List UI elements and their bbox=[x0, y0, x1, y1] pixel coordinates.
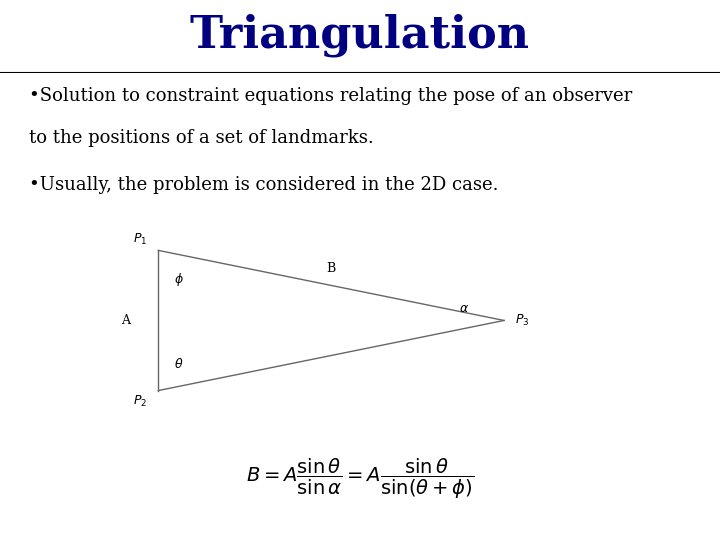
Text: Triangulation: Triangulation bbox=[190, 14, 530, 57]
Text: A: A bbox=[122, 314, 130, 327]
Text: to the positions of a set of landmarks.: to the positions of a set of landmarks. bbox=[29, 129, 374, 147]
Text: B: B bbox=[327, 262, 336, 275]
Text: $P_2$: $P_2$ bbox=[133, 394, 148, 409]
Text: $\phi$: $\phi$ bbox=[174, 272, 184, 288]
Text: $\theta$: $\theta$ bbox=[174, 357, 184, 371]
Text: $P_1$: $P_1$ bbox=[133, 232, 148, 247]
Text: $\alpha$: $\alpha$ bbox=[459, 302, 469, 315]
Text: $B = A\dfrac{\sin\theta}{\sin\alpha} = A\dfrac{\sin\theta}{\sin(\theta+\phi)}$: $B = A\dfrac{\sin\theta}{\sin\alpha} = A… bbox=[246, 457, 474, 501]
Text: •Usually, the problem is considered in the 2D case.: •Usually, the problem is considered in t… bbox=[29, 176, 498, 194]
Text: •Solution to constraint equations relating the pose of an observer: •Solution to constraint equations relati… bbox=[29, 87, 632, 105]
Text: $P_3$: $P_3$ bbox=[515, 313, 529, 328]
